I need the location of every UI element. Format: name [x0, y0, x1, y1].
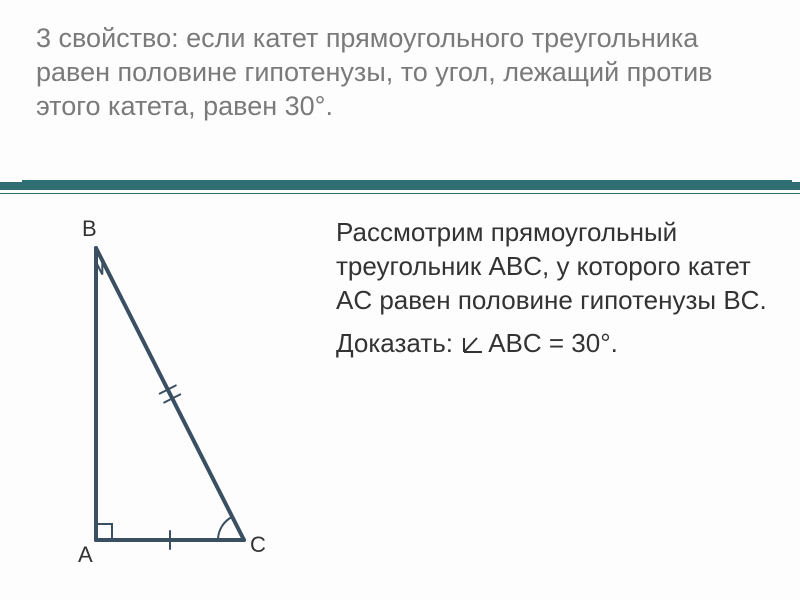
content-area: B A C Рассмотрим прямоугольный треугольн…: [0, 200, 800, 600]
diagram-column: B A C: [36, 210, 316, 580]
prove-expression: ABC = 30°.: [488, 328, 618, 358]
triangle-diagram: B A C: [36, 210, 296, 570]
paragraph-1: Рассмотрим прямоугольный треугольник ABC…: [336, 216, 770, 317]
text-column: Рассмотрим прямоугольный треугольник ABC…: [336, 210, 770, 580]
slide-title: 3 свойство: если катет прямоугольного тр…: [0, 0, 800, 133]
angle-icon: [462, 329, 484, 363]
triangle-svg: [36, 210, 296, 570]
title-rule: [0, 176, 800, 194]
prove-label: Доказать:: [336, 328, 460, 358]
paragraph-2: Доказать: ABC = 30°.: [336, 327, 770, 363]
